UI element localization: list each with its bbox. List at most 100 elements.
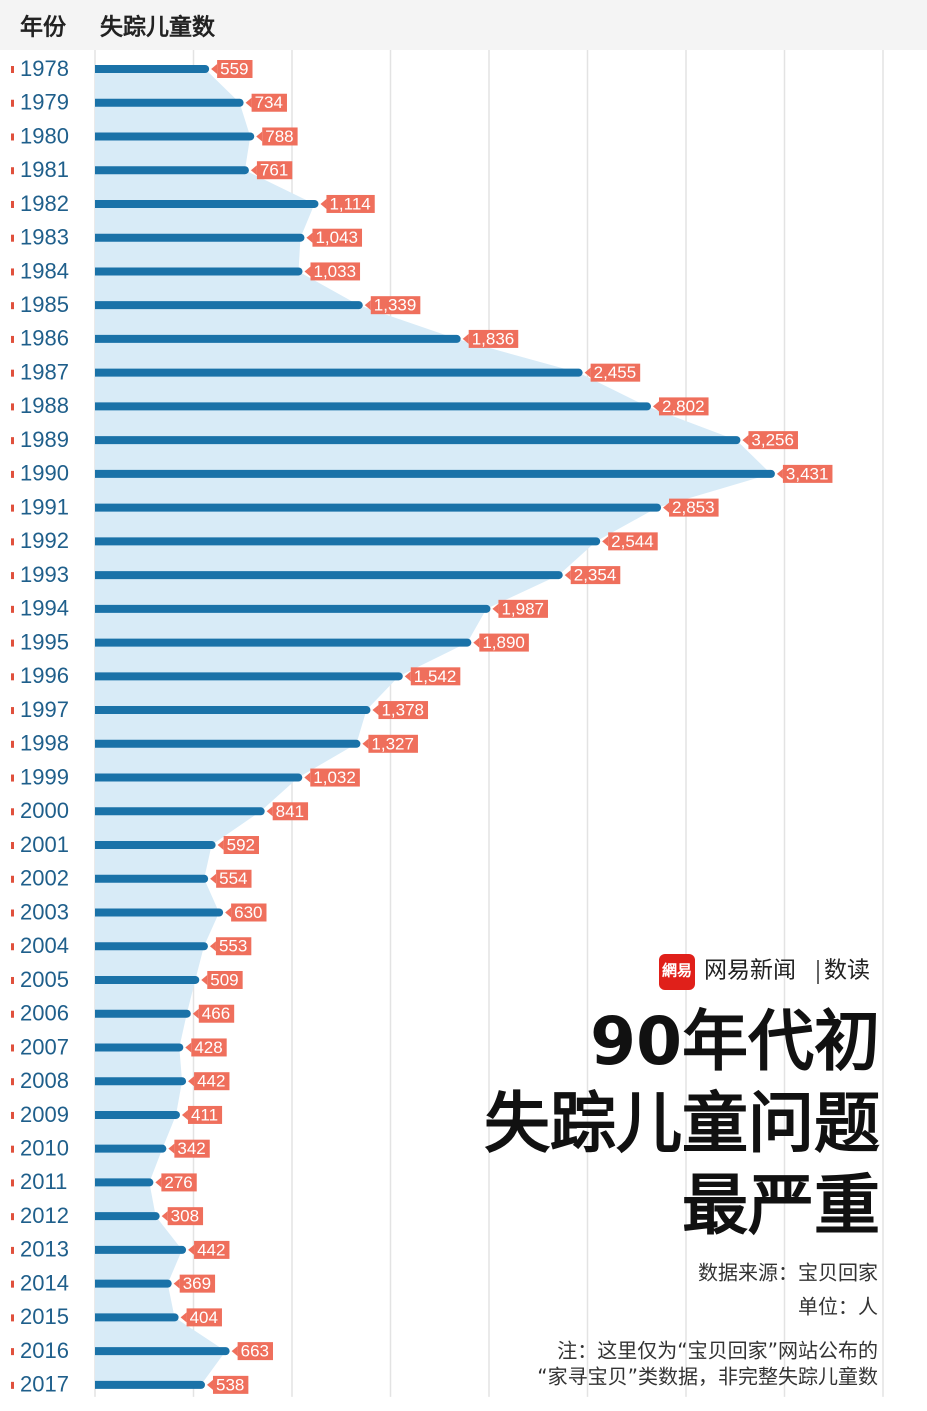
value-label: 841 xyxy=(276,802,304,821)
unit: 单位：人 xyxy=(798,1295,878,1319)
value-label-box xyxy=(748,431,798,450)
y-tick-label: 1997 xyxy=(20,697,69,722)
y-tick-label: 2002 xyxy=(20,866,69,891)
header-band xyxy=(0,0,927,50)
value-label-box xyxy=(368,734,418,753)
value-label-pointer xyxy=(404,671,411,682)
value-label-box xyxy=(179,1274,216,1293)
tick-mark xyxy=(11,909,14,917)
bar xyxy=(95,841,216,850)
y-tick-label: 2008 xyxy=(20,1068,69,1093)
title-line: 最严重 xyxy=(682,1167,880,1244)
value-label: 788 xyxy=(265,127,293,146)
bar xyxy=(95,874,209,883)
bar xyxy=(95,301,363,310)
value-label-box xyxy=(570,566,621,585)
bar xyxy=(95,1313,179,1322)
value-label-pointer xyxy=(161,1211,168,1222)
value-label-box xyxy=(782,464,833,483)
bar xyxy=(95,739,361,748)
bar xyxy=(95,672,403,681)
bar xyxy=(95,1077,187,1086)
area xyxy=(95,69,771,1385)
value-label: 734 xyxy=(255,93,283,112)
y-tick-label: 2006 xyxy=(20,1001,69,1026)
value-label-box xyxy=(167,1207,204,1226)
value-label-pointer xyxy=(209,941,216,952)
y-tick-label: 2015 xyxy=(20,1304,69,1329)
y-tick-label: 2014 xyxy=(20,1270,69,1295)
value-label: 342 xyxy=(177,1139,205,1158)
value-label-pointer xyxy=(266,806,273,817)
tick-mark xyxy=(11,470,14,478)
value-label-pointer xyxy=(462,333,469,344)
y-tick-label: 2013 xyxy=(20,1237,69,1262)
y-tick-label: 2012 xyxy=(20,1203,69,1228)
value-label: 1,836 xyxy=(472,329,515,348)
y-tick-label: 1982 xyxy=(20,191,69,216)
value-label-pointer xyxy=(652,401,659,412)
tick-mark xyxy=(11,302,14,310)
bar xyxy=(95,267,303,276)
tick-mark xyxy=(11,538,14,546)
value-label-box xyxy=(410,667,461,686)
y-tick-label: 1987 xyxy=(20,359,69,384)
tick-mark xyxy=(11,1145,14,1153)
value-label-pointer xyxy=(188,1244,195,1255)
value-label-pointer xyxy=(364,300,371,311)
value-label-box xyxy=(207,970,243,989)
bar xyxy=(95,1144,167,1153)
value-label-box xyxy=(215,937,252,956)
logo-icon-text: 網易 xyxy=(662,962,692,980)
logo-name: 网易新闻 xyxy=(704,958,796,984)
value-label-pointer xyxy=(217,840,224,851)
value-label: 630 xyxy=(234,903,262,922)
tick-mark xyxy=(11,1280,14,1288)
value-label-box xyxy=(198,1004,235,1023)
tick-mark xyxy=(11,1179,14,1187)
value-label-pointer xyxy=(210,873,217,884)
tick-mark xyxy=(11,234,14,242)
y-tick-label: 2016 xyxy=(20,1338,69,1363)
value-label-pointer xyxy=(185,1042,192,1053)
value-label: 3,431 xyxy=(786,464,829,483)
y-tick-label: 1986 xyxy=(20,326,69,351)
value-label: 592 xyxy=(227,836,255,855)
value-label-box xyxy=(479,633,529,652)
value-label-pointer xyxy=(492,603,499,614)
bar xyxy=(95,1380,205,1389)
tick-mark xyxy=(11,639,14,647)
value-label-box xyxy=(216,869,252,888)
bar xyxy=(95,1009,191,1018)
tick-mark xyxy=(11,133,14,141)
value-label-pointer xyxy=(304,772,311,783)
y-tick-label: 2010 xyxy=(20,1135,69,1160)
y-tick-label: 2004 xyxy=(20,933,69,958)
value-label-box xyxy=(161,1173,197,1192)
tick-mark xyxy=(11,1078,14,1086)
value-label-pointer xyxy=(231,1346,238,1357)
source: 数据来源：宝贝回家 xyxy=(698,1261,878,1285)
bar xyxy=(95,402,651,411)
bar xyxy=(95,98,244,107)
value-label: 369 xyxy=(183,1274,211,1293)
value-label-box xyxy=(312,228,363,247)
value-label-box xyxy=(310,262,361,281)
value-label-box xyxy=(191,1038,227,1057)
bar xyxy=(95,334,461,343)
tick-mark xyxy=(11,167,14,175)
bar xyxy=(95,1178,154,1187)
tick-mark xyxy=(11,1044,14,1052)
tick-mark xyxy=(11,740,14,748)
value-label: 761 xyxy=(260,161,288,180)
tick-mark xyxy=(11,66,14,73)
value-label-box xyxy=(231,903,267,922)
tick-mark xyxy=(11,1010,14,1018)
tick-mark xyxy=(11,1111,14,1119)
bar xyxy=(95,469,775,478)
title-line: 失踪儿童问题 xyxy=(484,1085,880,1162)
tick-mark xyxy=(11,369,14,377)
y-tick-label: 2005 xyxy=(20,967,69,992)
value-label-pointer xyxy=(173,1278,180,1289)
value-label-pointer xyxy=(180,1312,187,1323)
